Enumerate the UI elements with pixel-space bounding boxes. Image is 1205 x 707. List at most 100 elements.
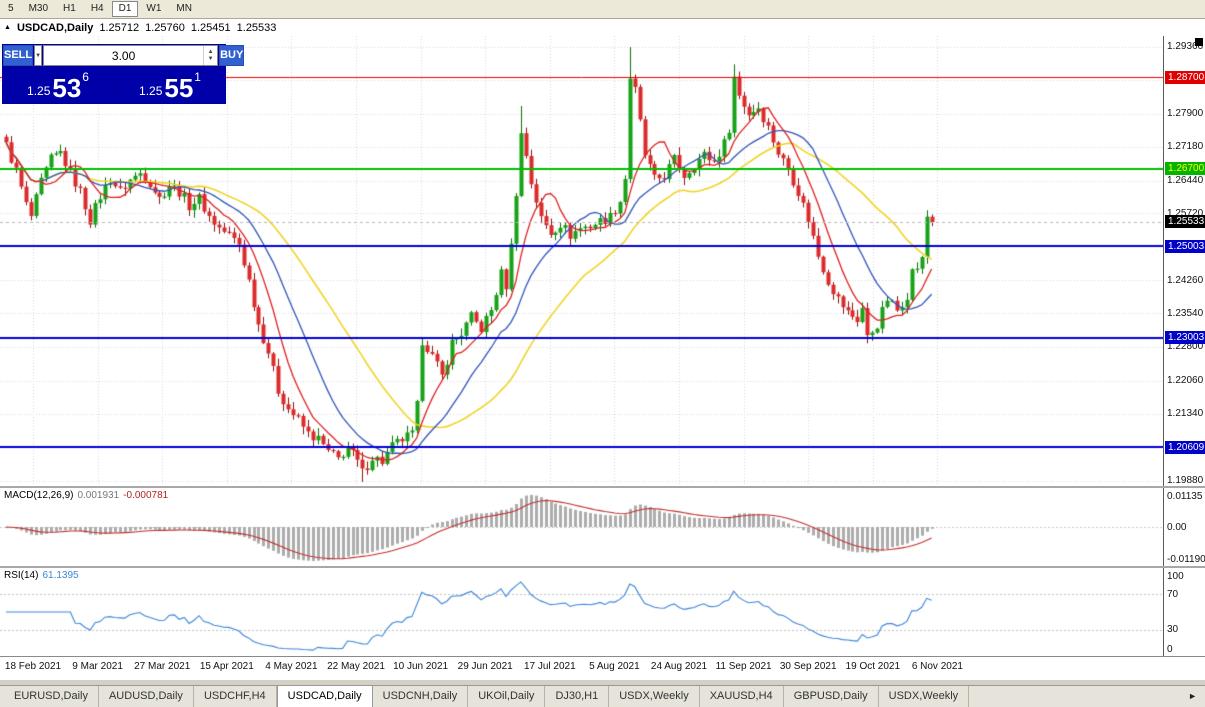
date-axis-label: 29 Jun 2021 [457, 661, 513, 672]
buy-button[interactable]: BUY [219, 45, 245, 66]
sell-price-big: 53 [52, 73, 82, 103]
chart-title-bar: ▲ USDCAD,Daily 1.25712 1.25760 1.25451 1… [0, 19, 1205, 37]
date-axis-border [0, 656, 1205, 657]
date-axis-label: 19 Oct 2021 [845, 661, 901, 672]
period-button-mn[interactable]: MN [176, 3, 192, 14]
date-axis-label: 17 Jul 2021 [523, 661, 576, 672]
tab-usdx-weekly[interactable]: USDX,Weekly [609, 686, 700, 707]
date-axis-label: 18 Feb 2021 [4, 661, 62, 672]
rsi-axis-label: 100 [1167, 570, 1184, 582]
ohlc-high: 1.25760 [145, 21, 185, 34]
volume-field: ▲ ▼ [43, 45, 219, 66]
price-axis[interactable]: 1.293601.286301.279001.271801.264401.257… [1163, 36, 1205, 657]
tab-gbpusd-daily[interactable]: GBPUSD,Daily [784, 686, 879, 707]
axis-price-label: 1.23540 [1167, 307, 1204, 319]
date-axis[interactable]: 18 Feb 2021 9 Mar 2021 27 Mar 2021 15 Apr 2… [0, 657, 1205, 679]
price-line-badge: 1.23003 [1165, 331, 1205, 345]
chart-symbol-title: USDCAD,Daily [16, 21, 94, 34]
ohlc-open: 1.25712 [99, 21, 140, 34]
chevron-down-icon: ▼ [35, 52, 42, 59]
buy-price-display[interactable]: 1.25 55 1 [115, 67, 225, 103]
date-axis-label: 11 Sep 2021 [715, 661, 772, 672]
rsi-splitter[interactable] [0, 566, 1205, 568]
axis-price-label: 1.29360 [1167, 41, 1204, 53]
chart-tab-bar: EURUSD,Daily AUDUSD,Daily USDCHF,H4 USDCAD,… [0, 685, 1205, 707]
rsi-canvas[interactable] [0, 568, 1163, 656]
main-chart-canvas[interactable] [0, 36, 1163, 486]
tab-xauusd-h4[interactable]: XAUUSD,H4 [700, 686, 784, 707]
spinner-up-icon[interactable]: ▲ [207, 48, 214, 55]
period-button-d1[interactable]: D1 [111, 1, 139, 17]
period-button-h1[interactable]: H1 [63, 3, 76, 14]
rsi-value: 61.1395 [42, 570, 79, 581]
macd-canvas[interactable] [0, 488, 1163, 566]
rsi-indicator-label: RSI(14) 61.1395 [4, 570, 79, 581]
date-axis-label: 24 Aug 2021 [650, 661, 708, 672]
tab-dj30-h1[interactable]: DJ30,H1 [545, 686, 610, 707]
axis-price-label: 1.22800 [1167, 341, 1204, 353]
spinner-down-icon[interactable]: ▼ [207, 55, 214, 62]
buy-price-sup: 1 [194, 70, 201, 84]
rsi-axis-label: 30 [1167, 624, 1179, 636]
date-axis-label: 6 Nov 2021 [911, 661, 963, 672]
period-button-m30[interactable]: M30 [28, 3, 49, 14]
axis-price-label: 1.27180 [1167, 141, 1204, 153]
date-axis-label: 4 May 2021 [265, 661, 318, 672]
macd-name: MACD(12,26,9) [4, 490, 74, 501]
volume-preset-dropdown[interactable]: ▼ [34, 45, 43, 66]
price-line-badge: 1.25003 [1165, 239, 1205, 253]
macd-indicator-label: MACD(12,26,9) 0.001931 -0.000781 [4, 490, 168, 501]
sell-price-prefix: 1.25 [27, 84, 51, 98]
tab-audusd-daily[interactable]: AUDUSD,Daily [99, 686, 194, 707]
workspace-strip [0, 679, 1205, 686]
rsi-axis-label: 0 [1167, 643, 1173, 655]
tab-usdx-weekly[interactable]: USDX,Weekly [879, 686, 970, 707]
axis-price-label: 1.26440 [1167, 175, 1204, 186]
macd-value: 0.001931 [77, 490, 120, 501]
sell-button[interactable]: SELL [3, 45, 34, 66]
tab-eurusd-daily[interactable]: EURUSD,Daily [4, 686, 99, 707]
tab-ukoil-daily[interactable]: UKOil,Daily [468, 686, 546, 707]
axis-price-label: 1.27900 [1167, 108, 1204, 120]
date-axis-label: 22 May 2021 [327, 661, 385, 672]
macd-subwindow[interactable]: MACD(12,26,9) 0.001931 -0.000781 [0, 488, 1163, 566]
date-axis-label: 5 Aug 2021 [589, 661, 640, 672]
volume-stepper[interactable]: ▲ ▼ [203, 46, 217, 65]
buy-price-big: 55 [164, 73, 194, 103]
sell-price-sup: 6 [82, 70, 89, 84]
price-line-badge: 1.25533 [1165, 215, 1205, 229]
buy-price-prefix: 1.25 [139, 84, 163, 98]
period-button-h4[interactable]: H4 [90, 3, 104, 14]
date-axis-label: 27 Mar 2021 [134, 661, 191, 672]
rsi-axis-label: 70 [1167, 588, 1179, 600]
macd-splitter[interactable] [0, 486, 1205, 488]
price-line-badge: 1.26700 [1165, 162, 1205, 176]
macd-signal-value: -0.000781 [123, 490, 169, 501]
volume-input[interactable] [44, 46, 204, 65]
macd-axis-label: -0.01190 [1167, 553, 1205, 565]
period-button-w1[interactable]: W1 [146, 3, 162, 14]
period-button-5[interactable]: 5 [8, 3, 14, 14]
chart-shift-marker[interactable] [1195, 38, 1203, 46]
rsi-name: RSI(14) [4, 570, 39, 581]
tab-usdcnh-daily[interactable]: USDCNH,Daily [373, 686, 469, 707]
periods-toolbar: 5 M30 H1 H4 D1 W1 MN [0, 0, 1205, 19]
tab-usdchf-h4[interactable]: USDCHF,H4 [194, 686, 277, 707]
date-axis-label: 9 Mar 2021 [72, 661, 123, 672]
macd-axis-label: 0.00 [1167, 521, 1187, 533]
price-line-badge: 1.20609 [1165, 440, 1205, 454]
sell-price-display[interactable]: 1.25 53 6 [3, 67, 113, 103]
tab-scroll-right-button[interactable]: ► [1188, 691, 1197, 701]
axis-price-label: 1.19880 [1167, 475, 1204, 486]
axis-price-label: 1.21340 [1167, 408, 1204, 420]
chart-window-icon: ▲ [4, 24, 11, 31]
axis-price-label: 1.24260 [1167, 274, 1204, 286]
tab-usdcad-daily[interactable]: USDCAD,Daily [276, 686, 373, 707]
date-axis-label: 10 Jun 2021 [393, 661, 449, 672]
ohlc-close: 1.25533 [236, 21, 277, 34]
rsi-subwindow[interactable]: RSI(14) 61.1395 [0, 568, 1163, 656]
date-axis-label: 30 Sep 2021 [779, 661, 837, 672]
ohlc-low: 1.25451 [190, 21, 231, 34]
